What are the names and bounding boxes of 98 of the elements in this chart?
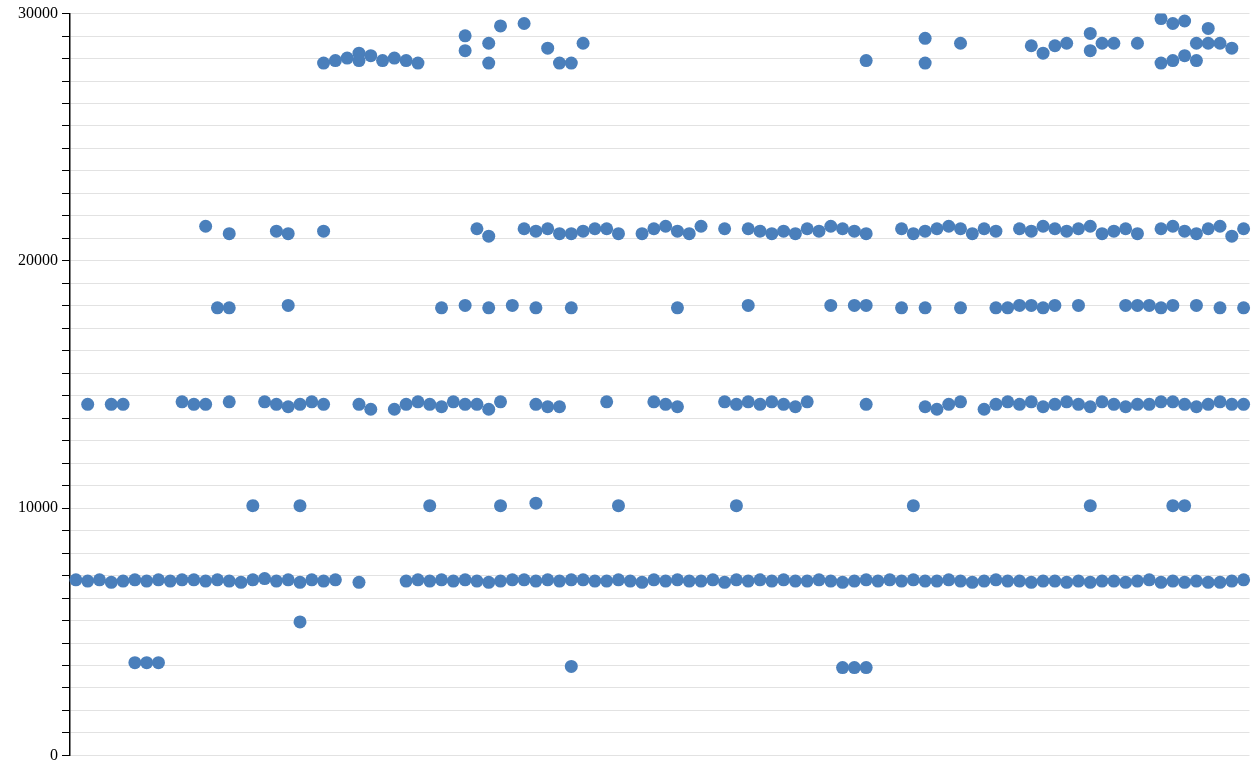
point xyxy=(1036,46,1050,60)
point xyxy=(576,36,590,50)
point xyxy=(1001,301,1015,315)
point xyxy=(1154,301,1168,315)
point xyxy=(989,301,1003,315)
y-tick-label: 10000 xyxy=(18,498,58,516)
point xyxy=(423,499,437,513)
point xyxy=(222,301,236,315)
point xyxy=(364,49,378,63)
point xyxy=(859,298,873,312)
point xyxy=(1154,13,1168,26)
point xyxy=(494,19,508,33)
point xyxy=(128,656,142,670)
point xyxy=(1095,36,1109,50)
point xyxy=(458,29,472,43)
point xyxy=(564,56,578,70)
point xyxy=(1225,41,1239,55)
point xyxy=(1213,301,1227,315)
point xyxy=(140,656,154,670)
point xyxy=(1201,21,1215,35)
point xyxy=(564,659,578,673)
point xyxy=(1201,36,1215,50)
point xyxy=(529,496,543,510)
point xyxy=(482,56,496,70)
point xyxy=(1048,298,1062,312)
point xyxy=(1166,499,1180,513)
point xyxy=(1130,298,1144,312)
point xyxy=(293,499,307,513)
point xyxy=(1189,298,1203,312)
point xyxy=(1024,298,1038,312)
point xyxy=(1189,36,1203,50)
point xyxy=(317,56,331,70)
point xyxy=(670,301,684,315)
y-tick-label: 0 xyxy=(50,745,58,763)
point xyxy=(458,298,472,312)
point xyxy=(564,301,578,315)
point xyxy=(729,499,743,513)
point xyxy=(552,56,566,70)
point xyxy=(918,301,932,315)
point xyxy=(1213,36,1227,50)
point xyxy=(435,301,449,315)
point xyxy=(541,41,555,55)
point xyxy=(1024,39,1038,53)
point xyxy=(482,301,496,315)
point xyxy=(529,301,543,315)
point xyxy=(954,301,968,315)
point xyxy=(1107,36,1121,50)
point xyxy=(1083,26,1097,40)
point xyxy=(954,36,968,50)
y-tick-label: 20000 xyxy=(18,251,58,269)
point xyxy=(151,656,165,670)
point xyxy=(517,16,531,30)
point xyxy=(387,51,401,65)
point xyxy=(458,44,472,58)
point xyxy=(1083,44,1097,58)
point xyxy=(293,615,307,629)
point xyxy=(1178,49,1192,63)
point xyxy=(482,36,496,50)
point xyxy=(824,298,838,312)
y-tick-label: 30000 xyxy=(18,3,58,21)
point xyxy=(918,31,932,45)
point xyxy=(1189,54,1203,68)
point xyxy=(246,499,260,513)
point xyxy=(1130,36,1144,50)
point xyxy=(1166,16,1180,30)
point xyxy=(1071,298,1085,312)
point xyxy=(859,54,873,68)
point xyxy=(1142,298,1156,312)
point xyxy=(399,54,413,68)
point xyxy=(1013,298,1026,312)
point xyxy=(906,499,920,513)
point xyxy=(611,499,625,513)
point xyxy=(1119,298,1133,312)
point xyxy=(1178,499,1192,513)
point xyxy=(505,298,519,312)
point xyxy=(859,661,873,675)
point xyxy=(895,301,909,315)
point xyxy=(1036,301,1050,315)
point xyxy=(1060,36,1074,50)
point xyxy=(210,301,224,315)
point xyxy=(1166,54,1180,68)
point xyxy=(1154,56,1168,70)
point xyxy=(836,661,850,675)
point xyxy=(1083,499,1097,513)
point xyxy=(328,54,342,68)
point xyxy=(340,51,354,65)
point xyxy=(1178,14,1192,28)
point xyxy=(847,298,861,312)
point xyxy=(281,298,295,312)
point xyxy=(918,56,932,70)
point xyxy=(1237,301,1251,315)
point xyxy=(847,661,861,675)
point xyxy=(411,56,425,70)
point xyxy=(494,499,508,513)
point xyxy=(1048,39,1062,53)
point xyxy=(741,298,755,312)
point xyxy=(376,54,390,68)
point xyxy=(1166,298,1180,312)
